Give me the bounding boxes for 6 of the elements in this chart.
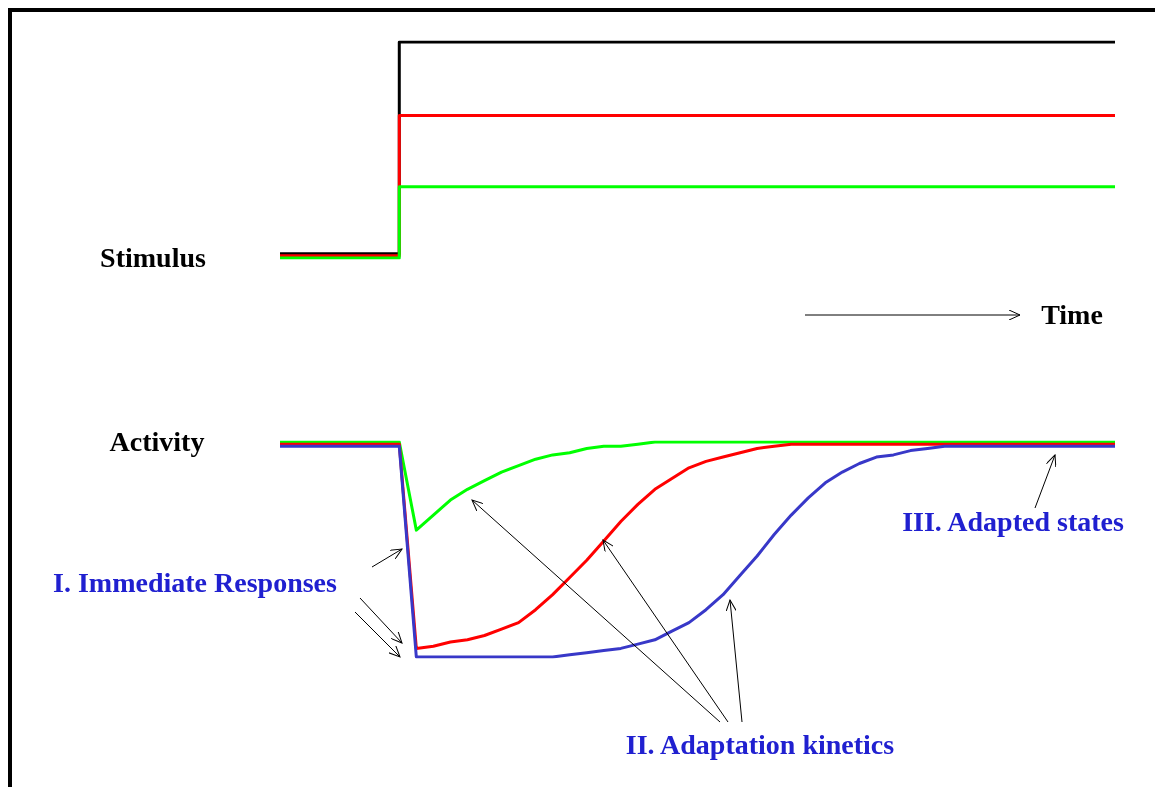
- annotation: III. Adapted states: [902, 506, 1124, 538]
- y-axis-title: Activity: [109, 426, 205, 458]
- text: Time: [1041, 299, 1103, 331]
- y-axis-title: Stimulus: [100, 242, 206, 274]
- text: II. Adaptation kinetics: [625, 729, 895, 761]
- annotation: I. Immediate Responses: [53, 567, 337, 599]
